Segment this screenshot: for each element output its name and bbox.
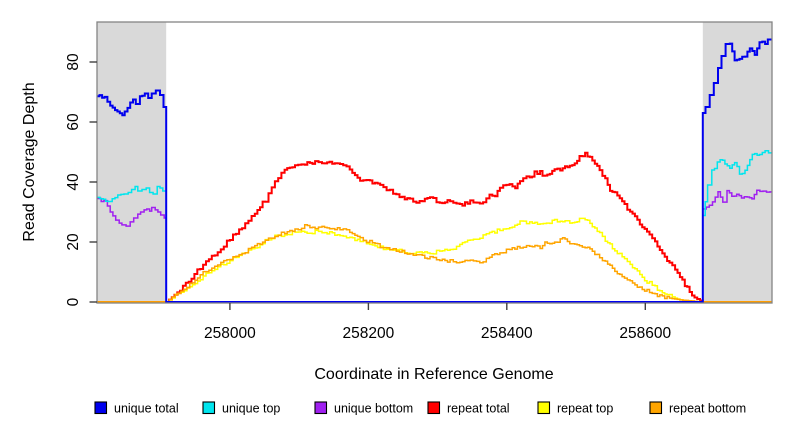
x-tick-label: 258600 bbox=[619, 325, 671, 342]
legend-swatch-repeat-bottom bbox=[649, 401, 663, 415]
legend-label-unique-top: unique top bbox=[222, 402, 280, 416]
y-tick-label: 80 bbox=[65, 53, 82, 71]
y-tick-label: 20 bbox=[65, 233, 82, 251]
legend-swatch-unique-bottom bbox=[314, 401, 328, 415]
shaded-region-0 bbox=[97, 22, 167, 303]
legend-label-unique-total: unique total bbox=[114, 402, 179, 416]
legend-label-unique-bottom: unique bottom bbox=[334, 402, 413, 416]
legend-swatch-unique-top bbox=[202, 401, 216, 415]
y-tick-label: 60 bbox=[65, 113, 82, 131]
legend-swatch-unique-total bbox=[94, 401, 108, 415]
legend-swatch-repeat-total bbox=[427, 401, 441, 415]
x-tick-label: 258400 bbox=[481, 325, 533, 342]
series-line-repeat-total bbox=[97, 151, 772, 303]
x-tick-label: 258200 bbox=[343, 325, 395, 342]
x-axis-title: Coordinate in Reference Genome bbox=[314, 366, 554, 383]
legend-label-repeat-bottom: repeat bottom bbox=[669, 402, 746, 416]
series-line-unique-total bbox=[97, 38, 772, 303]
legend-label-repeat-top: repeat top bbox=[557, 402, 613, 416]
y-axis-title: Read Coverage Depth bbox=[21, 82, 38, 242]
legend-label-repeat-total: repeat total bbox=[447, 402, 510, 416]
series-line-repeat-bottom bbox=[97, 223, 772, 303]
plot-box bbox=[96, 21, 773, 304]
y-tick-label: 40 bbox=[65, 173, 82, 191]
y-tick-label: 0 bbox=[65, 297, 82, 306]
legend-swatch-repeat-top bbox=[537, 401, 551, 415]
x-tick-label: 258000 bbox=[204, 325, 256, 342]
